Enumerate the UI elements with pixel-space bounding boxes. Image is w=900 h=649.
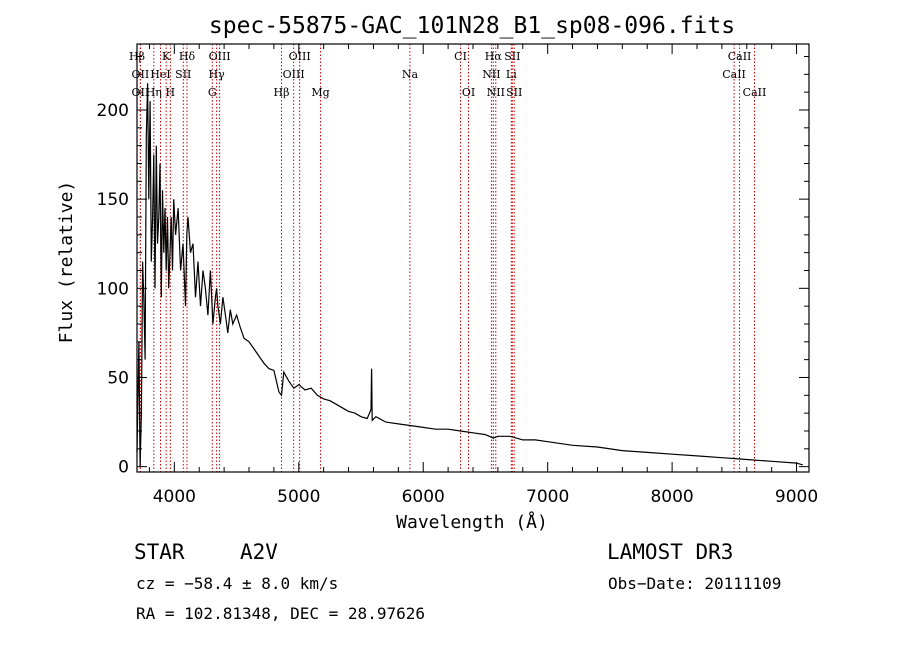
spectral-line-label: Li — [506, 68, 517, 81]
spectral-line-label: HeI — [150, 68, 170, 81]
x-tick-label: 8000 — [650, 487, 693, 507]
spectral-line-label: Hα — [485, 50, 503, 63]
object-subclass: A2V — [240, 540, 278, 564]
spectral-line-label: H — [166, 86, 176, 99]
spectral-line-label: OIII — [209, 50, 231, 63]
spectral-line-label: CaII — [743, 86, 767, 99]
spectral-line-label: NII — [482, 68, 500, 81]
y-tick-label: 0 — [118, 458, 129, 478]
x-tick-label: 5000 — [277, 487, 320, 507]
spectral-line-markers — [136, 44, 755, 472]
spectral-line-label: CaII — [728, 50, 752, 63]
spectral-line-label: Mg — [311, 86, 329, 99]
x-axis-label: Wavelength (Å) — [396, 511, 548, 533]
spectral-line-label: SII — [175, 68, 191, 81]
y-tick-label: 100 — [97, 279, 129, 299]
y-axis-label: Flux (relative) — [56, 181, 77, 344]
flux-series-line — [136, 83, 803, 467]
spectral-line-label: Hη — [146, 86, 162, 99]
spectral-line-label: OIII — [283, 68, 305, 81]
spectral-line-label: Hβ — [274, 86, 290, 99]
x-tick-label: 9000 — [775, 487, 818, 507]
survey-name: LAMOST DR3 — [607, 540, 734, 564]
y-tick-label: 150 — [97, 190, 129, 210]
spectral-line-label: Hγ — [209, 68, 226, 81]
spectral-line-label: SII — [504, 50, 520, 63]
spectral-line-label: OIII — [289, 50, 311, 63]
spectral-line-label: SII — [506, 86, 522, 99]
redshift-velocity: cz = −58.4 ± 8.0 km/s — [136, 574, 339, 593]
chart-title: spec-55875-GAC_101N28_B1_sp08-096.fits — [209, 13, 735, 39]
spectral-line-label: CI — [454, 50, 467, 63]
spectral-line-label: Na — [402, 68, 419, 81]
y-tick-label: 200 — [97, 101, 129, 121]
axis-ticks: 4000 5000 6000 7000 8000 9000 0 50 100 150 200 — [97, 44, 818, 507]
spectral-line-label: NII — [487, 86, 505, 99]
x-tick-label: 7000 — [526, 487, 569, 507]
y-tick-label: 50 — [107, 368, 129, 388]
x-tick-label: 6000 — [402, 487, 445, 507]
spectral-line-label: CaII — [722, 68, 746, 81]
spectral-line-label: K — [162, 50, 171, 63]
x-tick-label: 4000 — [153, 487, 196, 507]
object-class: STAR — [134, 540, 185, 564]
plot-frame — [136, 43, 810, 473]
spectral-line-label: OI — [462, 86, 475, 99]
coordinates: RA = 102.81348, DEC = 28.97626 — [136, 604, 425, 623]
spectral-line-label: Hδ — [179, 50, 196, 63]
spectral-line-label: G — [208, 86, 217, 99]
observation-date: Obs−Date: 20111109 — [608, 574, 782, 593]
